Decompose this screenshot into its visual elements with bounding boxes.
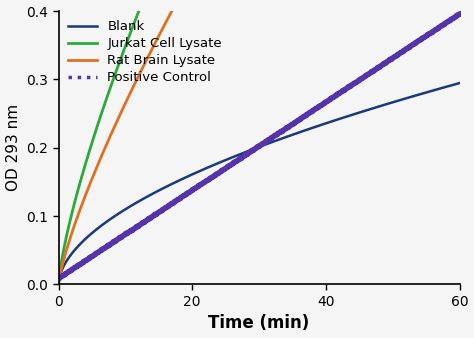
Blank bbox=[324, 121, 329, 125]
Line: Rat Brain Lysate: Rat Brain Lysate bbox=[58, 0, 460, 285]
Positive Control bbox=[55, 275, 61, 280]
Rat Brain Lysate bbox=[159, 28, 164, 32]
Positive Control bbox=[292, 120, 298, 124]
Rat Brain Lysate bbox=[127, 93, 132, 97]
Blank bbox=[358, 110, 364, 114]
Blank bbox=[127, 205, 132, 209]
Blank bbox=[237, 152, 243, 156]
Positive Control bbox=[457, 11, 463, 15]
Positive Control bbox=[237, 156, 243, 160]
Positive Control bbox=[159, 208, 164, 212]
Jurkat Cell Lysate bbox=[127, 33, 132, 37]
Blank bbox=[292, 132, 298, 136]
Legend: Blank, Jurkat Cell Lysate, Rat Brain Lysate, Positive Control: Blank, Jurkat Cell Lysate, Rat Brain Lys… bbox=[63, 15, 227, 90]
Line: Blank: Blank bbox=[58, 83, 460, 285]
Y-axis label: OD 293 nm: OD 293 nm bbox=[6, 104, 20, 191]
Rat Brain Lysate bbox=[55, 283, 61, 287]
Positive Control bbox=[127, 229, 132, 233]
Blank bbox=[159, 187, 164, 191]
Blank bbox=[457, 81, 463, 85]
Line: Jurkat Cell Lysate: Jurkat Cell Lysate bbox=[58, 0, 460, 285]
Positive Control bbox=[358, 76, 364, 80]
Line: Positive Control: Positive Control bbox=[56, 10, 462, 280]
Blank bbox=[55, 283, 61, 287]
Positive Control bbox=[324, 99, 329, 103]
X-axis label: Time (min): Time (min) bbox=[209, 314, 310, 333]
Jurkat Cell Lysate bbox=[55, 283, 61, 287]
